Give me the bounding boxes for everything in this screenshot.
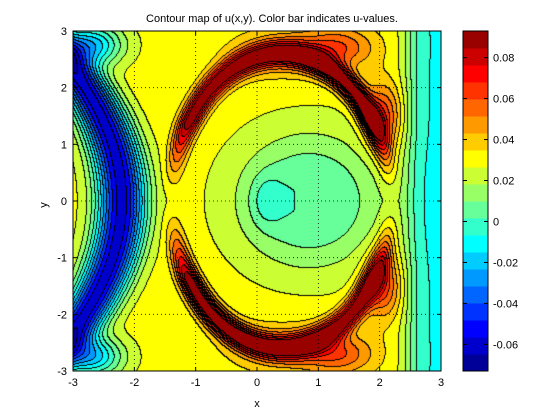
colorbar: -0.06 -0.04 -0.02 0 0.02 0.04 0.06 0.08 xyxy=(462,30,518,372)
x-tick-label: 0 xyxy=(254,377,260,389)
colorbar-swatch xyxy=(463,48,488,66)
colorbar-swatch xyxy=(463,337,488,355)
colorbar-swatch xyxy=(463,286,488,304)
chart-title: Contour map of u(x,y). Color bar indicat… xyxy=(146,13,398,25)
colorbar-swatch xyxy=(463,133,488,151)
colorbar-tick-label: -0.04 xyxy=(493,298,518,310)
plot-area: -3 -2 -1 0 1 2 3 -3 -2 -1 0 1 2 3 xyxy=(57,26,444,389)
y-tick-label: 1 xyxy=(61,139,67,151)
colorbar-swatch xyxy=(463,201,488,219)
colorbar-swatch xyxy=(463,82,488,100)
colorbar-swatch xyxy=(463,31,488,49)
x-tick-label: 2 xyxy=(377,377,383,389)
y-tick-label: -3 xyxy=(57,366,67,378)
colorbar-swatch xyxy=(463,354,488,372)
x-tick-label: -3 xyxy=(68,377,78,389)
x-tick-label: 1 xyxy=(315,377,321,389)
colorbar-tick-label: -0.06 xyxy=(493,339,518,351)
y-tick-label: -1 xyxy=(57,253,67,265)
y-tick-label: 3 xyxy=(61,26,67,38)
colorbar-swatch xyxy=(463,320,488,338)
colorbar-swatch xyxy=(463,269,488,287)
colorbar-tick-label: 0 xyxy=(493,216,499,228)
colorbar-tick-label: 0.04 xyxy=(493,135,514,147)
x-tick-label: -1 xyxy=(191,377,201,389)
colorbar-tick-label: 0.08 xyxy=(493,53,514,65)
colorbar-swatch xyxy=(463,252,488,270)
colorbar-swatch xyxy=(463,65,488,83)
colorbar-ticks: -0.06 -0.04 -0.02 0 0.02 0.04 0.06 0.08 xyxy=(463,53,518,351)
x-axis-ticks: -3 -2 -1 0 1 2 3 xyxy=(68,31,444,389)
colorbar-swatch xyxy=(463,303,488,321)
y-axis-label: y xyxy=(38,202,50,208)
x-axis-label: x xyxy=(254,398,260,410)
colorbar-blocks xyxy=(463,31,488,372)
colorbar-swatch xyxy=(463,116,488,134)
x-tick-label: -2 xyxy=(129,377,139,389)
colorbar-swatch xyxy=(463,184,488,202)
colorbar-swatch xyxy=(463,235,488,253)
colorbar-swatch xyxy=(463,218,488,236)
y-tick-label: 2 xyxy=(61,83,67,95)
x-tick-label: 3 xyxy=(438,377,444,389)
colorbar-tick-label: -0.02 xyxy=(493,257,518,269)
y-tick-label: -2 xyxy=(57,309,67,321)
colorbar-swatch xyxy=(463,99,488,117)
y-axis-ticks: -3 -2 -1 0 1 2 3 xyxy=(57,26,441,378)
colorbar-tick-label: 0.02 xyxy=(493,176,514,188)
colorbar-frame xyxy=(462,30,489,372)
y-tick-label: 0 xyxy=(61,196,67,208)
colorbar-tick-label: 0.06 xyxy=(493,94,514,106)
grid-lines xyxy=(73,31,441,371)
colorbar-swatch xyxy=(463,150,488,168)
colorbar-swatch xyxy=(463,167,488,185)
